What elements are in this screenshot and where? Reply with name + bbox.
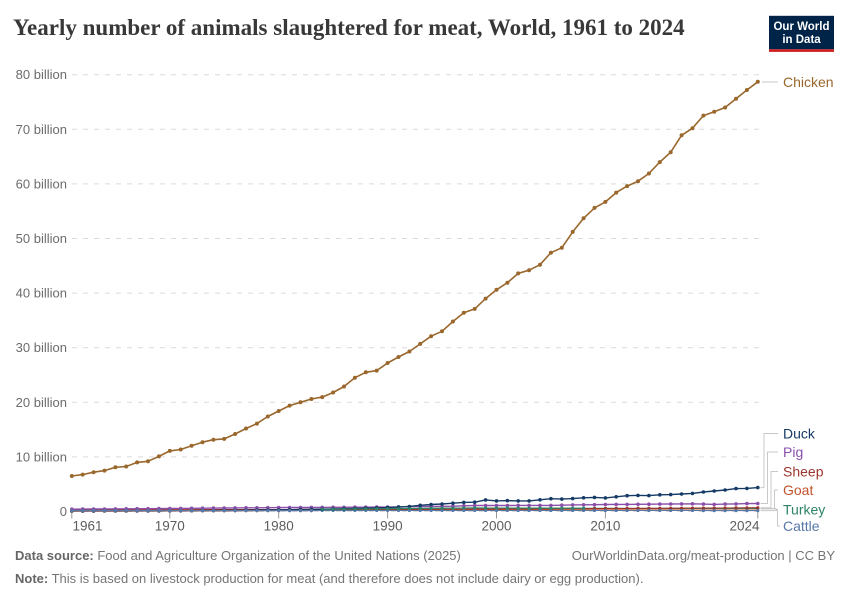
- svg-text:Our World: Our World: [773, 21, 829, 33]
- svg-text:1970: 1970: [155, 519, 185, 534]
- svg-text:Duck: Duck: [783, 425, 816, 441]
- svg-text:10 billion: 10 billion: [16, 449, 67, 464]
- svg-text:20 billion: 20 billion: [16, 395, 67, 410]
- svg-text:2024: 2024: [729, 519, 760, 534]
- svg-text:1980: 1980: [264, 519, 294, 534]
- svg-text:Cattle: Cattle: [783, 518, 820, 534]
- svg-text:30 billion: 30 billion: [16, 340, 67, 355]
- svg-text:Turkey: Turkey: [783, 501, 825, 517]
- svg-text:60 billion: 60 billion: [16, 176, 67, 191]
- svg-text:Pig: Pig: [783, 444, 803, 460]
- svg-text:Data source: Food and Agricult: Data source: Food and Agriculture Organi…: [15, 548, 461, 563]
- svg-text:2010: 2010: [590, 519, 620, 534]
- svg-text:Chicken: Chicken: [783, 74, 834, 90]
- svg-text:OurWorldinData.org/meat-produc: OurWorldinData.org/meat-production | CC …: [572, 548, 836, 563]
- svg-text:80 billion: 80 billion: [16, 67, 67, 82]
- svg-text:Note: This is based on livesto: Note: This is based on livestock product…: [15, 571, 643, 586]
- svg-text:Yearly number of animals slaug: Yearly number of animals slaughtered for…: [13, 15, 685, 40]
- svg-text:0: 0: [60, 504, 67, 519]
- svg-text:in Data: in Data: [782, 34, 821, 46]
- svg-text:Sheep: Sheep: [783, 463, 824, 479]
- svg-text:50 billion: 50 billion: [16, 231, 67, 246]
- svg-text:Goat: Goat: [783, 482, 813, 498]
- svg-text:1961: 1961: [73, 519, 103, 534]
- svg-text:70 billion: 70 billion: [16, 122, 67, 137]
- svg-text:40 billion: 40 billion: [16, 286, 67, 301]
- svg-text:2000: 2000: [481, 519, 511, 534]
- svg-text:1990: 1990: [373, 519, 403, 534]
